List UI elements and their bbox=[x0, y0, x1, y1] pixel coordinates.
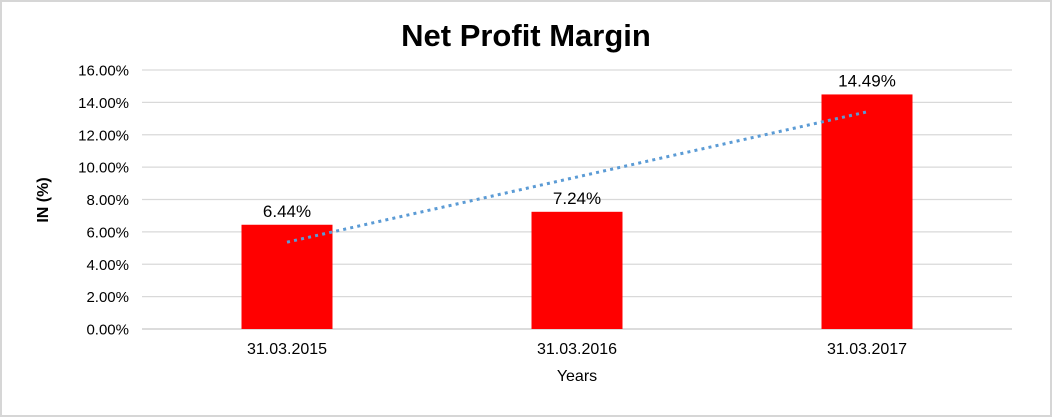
chart-title: Net Profit Margin bbox=[401, 18, 651, 53]
x-category-label: 31.03.2017 bbox=[827, 341, 907, 358]
y-tick-label: 16.00% bbox=[78, 63, 129, 80]
y-tick-label: 8.00% bbox=[86, 192, 129, 209]
bar-data-label: 14.49% bbox=[838, 71, 896, 90]
y-tick-label: 4.00% bbox=[86, 257, 129, 274]
y-tick-label: 0.00% bbox=[86, 322, 129, 339]
bar bbox=[241, 224, 333, 329]
y-tick-label: 12.00% bbox=[78, 127, 129, 144]
y-tick-label: 6.00% bbox=[86, 224, 129, 241]
bar bbox=[821, 94, 913, 330]
y-tick-label: 2.00% bbox=[86, 289, 129, 306]
x-category-label: 31.03.2016 bbox=[537, 341, 617, 358]
bar-data-label: 6.44% bbox=[263, 202, 311, 221]
y-tick-label: 10.00% bbox=[78, 160, 129, 177]
trendline bbox=[286, 110, 868, 244]
bar-data-label: 7.24% bbox=[553, 189, 601, 208]
y-tick-label: 14.00% bbox=[78, 95, 129, 112]
x-axis-title: Years bbox=[556, 368, 598, 385]
bar bbox=[531, 211, 623, 329]
x-category-label: 31.03.2015 bbox=[247, 341, 327, 358]
